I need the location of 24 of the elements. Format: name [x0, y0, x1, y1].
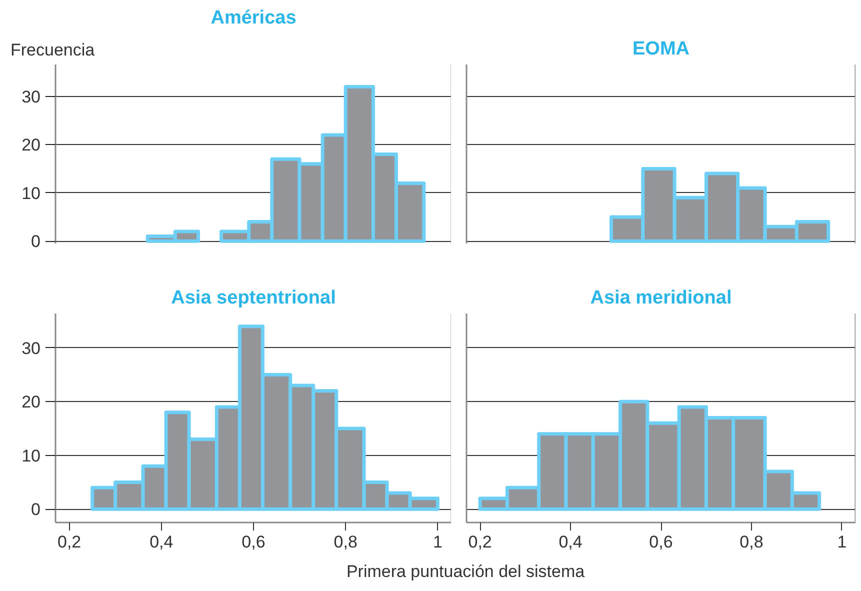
- x-tick-label: 0,4: [150, 532, 174, 552]
- y-axis-title: Frecuencia: [10, 40, 96, 60]
- x-tick-label: 1: [432, 532, 442, 552]
- y-tick-label: 20: [22, 136, 41, 155]
- y-tick-label: 10: [22, 446, 41, 466]
- x-tick-label: 1: [837, 532, 847, 552]
- y-tick-label: 30: [22, 338, 41, 358]
- x-tick-label: 0,4: [558, 532, 582, 552]
- chart-title: Américas: [210, 8, 296, 28]
- y-tick-label: 20: [22, 392, 41, 412]
- chart-title: EOMA: [632, 38, 690, 60]
- y-tick-label: 10: [22, 184, 41, 203]
- y-tick-label: 0: [31, 232, 41, 252]
- x-tick-label: 0,6: [242, 532, 266, 552]
- x-tick-label: 0,6: [649, 532, 673, 552]
- x-tick-label: 0,8: [740, 532, 764, 552]
- x-axis-title: Primera puntuación del sistema: [346, 561, 585, 583]
- x-tick-label: 0,2: [58, 532, 82, 552]
- x-tick-label: 0,8: [334, 532, 358, 552]
- x-tick-label: 0,2: [468, 532, 492, 552]
- y-tick-label: 30: [22, 87, 41, 106]
- chart-title: Asia meridional: [590, 288, 732, 308]
- y-tick-label: 0: [31, 500, 41, 520]
- chart-title: Asia septentrional: [171, 288, 336, 308]
